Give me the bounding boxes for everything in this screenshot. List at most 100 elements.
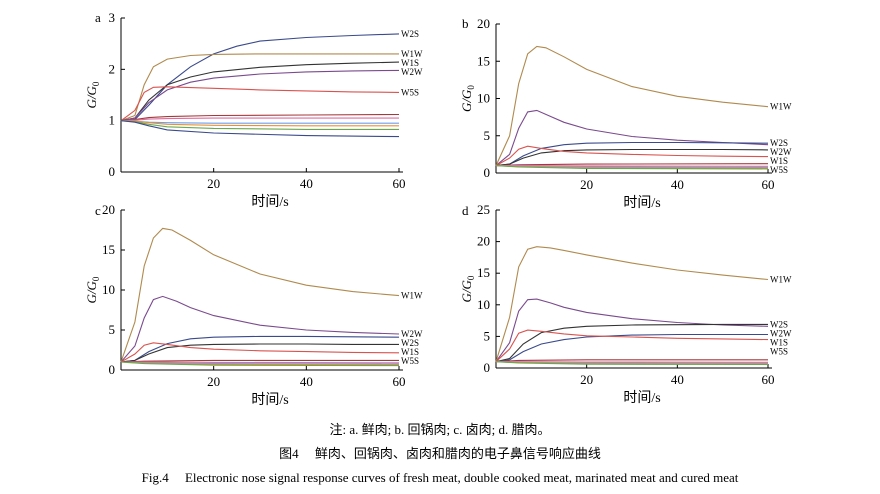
y-axis-label: G/G0: [84, 81, 101, 108]
series-label: W5S: [401, 356, 419, 366]
caption-note: 注: a. 鲜肉; b. 回锅肉; c. 卤肉; d. 腊肉。: [329, 422, 551, 437]
series-line-w1w: [495, 246, 769, 362]
y-tick-label: 25: [477, 202, 490, 217]
y-tick-label: 2: [109, 61, 116, 76]
series-label: W2W: [401, 67, 423, 77]
series-label: W5S: [770, 346, 788, 356]
series-line-w2s: [120, 335, 400, 363]
y-tick-label: 10: [102, 282, 115, 297]
y-axis-label: G/G0: [84, 276, 101, 303]
series-label: W2W: [770, 147, 792, 157]
series-line-w1w: [120, 227, 400, 363]
y-tick-label: 10: [477, 91, 490, 106]
y-tick-label: 20: [102, 202, 115, 217]
y-tick-label: 15: [477, 265, 490, 280]
series-label: W1S: [401, 347, 419, 357]
y-tick-label: 0: [484, 360, 491, 375]
series-label: W5S: [770, 165, 788, 175]
y-tick-label: 5: [484, 328, 491, 343]
series-line: [120, 113, 400, 122]
series-line-w1s: [495, 333, 768, 363]
series-line-w5s: [495, 145, 769, 167]
series-label: W2W: [401, 329, 423, 339]
x-tick-label: 40: [300, 374, 313, 389]
series-label: W5S: [401, 87, 419, 97]
series-label: W2S: [401, 338, 419, 348]
series-label: W1S: [770, 156, 788, 166]
x-tick-label: 60: [762, 372, 775, 387]
x-tick-label: 40: [300, 176, 313, 191]
series-line-w1s: [120, 343, 399, 363]
x-tick-label: 60: [393, 176, 406, 191]
series-label: W1W: [401, 291, 423, 301]
y-tick-label: 20: [477, 16, 490, 31]
series-line: [495, 165, 769, 170]
y-tick-label: 0: [109, 164, 116, 179]
series-label: W1W: [770, 275, 792, 285]
panel-label: b: [462, 16, 469, 31]
y-tick-label: 3: [109, 10, 116, 25]
x-tick-label: 20: [207, 374, 220, 389]
series-label: W1W: [770, 102, 792, 112]
series-label: W2W: [770, 328, 792, 338]
x-tick-label: 60: [393, 374, 406, 389]
y-tick-label: 10: [477, 297, 490, 312]
x-axis-label: 时间/s: [623, 390, 660, 406]
series-line: [495, 361, 769, 366]
series-line-w2w: [495, 298, 769, 363]
series-line-w5s: [120, 342, 400, 363]
y-axis-label: G/G0: [459, 85, 476, 112]
caption-chinese: 图4 鲜肉、回锅肉、卤肉和腊肉的电子鼻信号响应曲线: [279, 446, 601, 461]
panel-label: a: [95, 10, 101, 25]
series-line: [120, 120, 400, 138]
y-tick-label: 5: [109, 322, 116, 337]
y-tick-label: 1: [109, 113, 116, 128]
series-label: W1S: [770, 337, 788, 347]
series-label: W2S: [401, 29, 419, 39]
series-line-w5s: [120, 86, 400, 122]
series-line-w1s: [495, 148, 769, 167]
series-line: [120, 117, 399, 122]
x-tick-label: 20: [580, 177, 593, 192]
y-tick-label: 20: [477, 234, 490, 249]
caption-english: Fig.4 Electronic nose signal response cu…: [141, 470, 739, 485]
y-tick-label: 0: [109, 362, 116, 377]
series-line-w2s: [120, 33, 400, 122]
series-label: W2S: [770, 138, 788, 148]
series-line-w2s: [495, 141, 769, 167]
x-axis-label: 时间/s: [251, 392, 288, 408]
y-axis-label: G/G0: [459, 275, 476, 302]
panel-label: d: [462, 203, 469, 218]
x-tick-label: 40: [671, 372, 684, 387]
x-tick-label: 40: [671, 177, 684, 192]
series-line-w1s: [120, 61, 400, 122]
series-line-w2s: [495, 323, 768, 363]
series-line-w5s: [495, 329, 769, 363]
x-tick-label: 60: [762, 177, 775, 192]
series-line-w2w: [120, 69, 400, 122]
panel-label: c: [95, 203, 101, 218]
series-line-w1w: [120, 53, 399, 122]
x-tick-label: 20: [580, 372, 593, 387]
y-tick-label: 15: [477, 53, 490, 68]
y-tick-label: 0: [484, 165, 491, 180]
series-label: W1S: [401, 58, 419, 68]
series-label: W2S: [770, 319, 788, 329]
x-axis-label: 时间/s: [251, 194, 288, 210]
y-tick-label: 15: [102, 242, 115, 257]
series-line-w1w: [495, 45, 769, 166]
x-axis-label: 时间/s: [623, 195, 660, 211]
series-label: W1W: [401, 49, 423, 59]
x-tick-label: 20: [207, 176, 220, 191]
series-line-w2w: [495, 109, 769, 167]
series-line: [120, 120, 399, 124]
series-line: [495, 359, 768, 363]
y-tick-label: 5: [484, 128, 491, 143]
series-line-w2w: [120, 295, 400, 363]
series-line: [120, 361, 400, 367]
